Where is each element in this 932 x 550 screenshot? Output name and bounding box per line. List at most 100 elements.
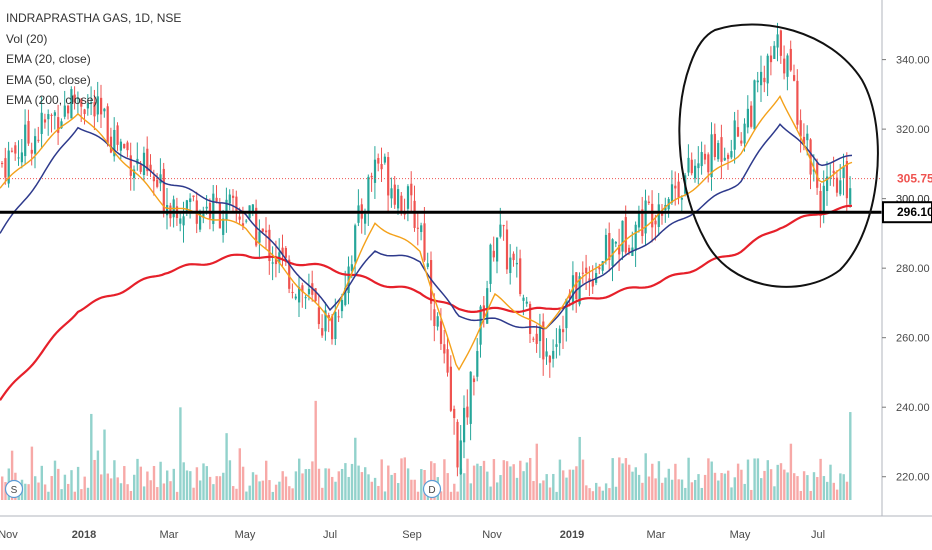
candle-body xyxy=(90,102,93,104)
candle-body xyxy=(24,124,27,157)
volume-bar xyxy=(489,486,492,500)
candle-body xyxy=(218,202,221,229)
candle-body xyxy=(769,55,773,63)
x-tick-label: 2019 xyxy=(560,529,584,541)
volume-bar xyxy=(443,459,446,500)
volume-bar xyxy=(67,483,70,500)
candle-body xyxy=(832,170,835,174)
volume-bar xyxy=(136,458,139,500)
volume-bar xyxy=(321,487,324,500)
volume-bar xyxy=(684,487,687,500)
x-tick-label: Mar xyxy=(647,529,666,541)
candle-body xyxy=(410,183,413,196)
volume-bar xyxy=(195,467,199,500)
volume-bar xyxy=(47,491,50,500)
candle-body xyxy=(367,176,370,212)
candle-body xyxy=(545,351,548,357)
volume-bar xyxy=(123,466,126,500)
candle-body xyxy=(390,188,393,199)
candle-body xyxy=(304,297,307,299)
volume-bar xyxy=(96,450,100,500)
candle-body xyxy=(806,133,809,141)
candle-body xyxy=(27,121,30,144)
volume-bar xyxy=(106,473,109,500)
y-tick-label: 220.00 xyxy=(896,472,930,484)
candle-body xyxy=(756,80,759,83)
volume-bar xyxy=(624,458,628,500)
candle-body xyxy=(604,234,608,261)
candle-body xyxy=(17,157,20,159)
support-badge-frame xyxy=(882,201,932,224)
candle-body xyxy=(53,112,56,116)
annotation-ellipse xyxy=(678,23,879,288)
candle-body xyxy=(647,201,650,203)
candle-body xyxy=(763,77,766,83)
candle-body xyxy=(677,181,680,198)
volume-bar xyxy=(248,485,251,500)
candle-body xyxy=(651,203,654,228)
volume-bar xyxy=(301,473,304,500)
x-tick-label: 2018 xyxy=(72,529,96,541)
candle-body xyxy=(222,218,225,235)
candle-body xyxy=(393,184,396,205)
volume-bar xyxy=(690,482,694,500)
volume-bar xyxy=(538,483,542,500)
candle-body xyxy=(7,150,10,184)
volume-bar xyxy=(654,478,657,500)
volume-bar xyxy=(667,468,670,500)
y-tick-label: 260.00 xyxy=(896,333,930,345)
volume-bar xyxy=(634,467,637,500)
volume-bar xyxy=(799,490,802,500)
candle-body xyxy=(350,264,353,271)
volume-bar xyxy=(162,483,166,500)
volume-bar xyxy=(723,473,727,500)
candle-body xyxy=(720,137,723,162)
volume-bar xyxy=(93,459,96,500)
candle-body xyxy=(826,176,829,192)
x-tick-label: May xyxy=(235,529,256,541)
volume-bar xyxy=(756,458,760,500)
volume-bar xyxy=(766,460,769,500)
volume-bar xyxy=(545,474,548,500)
candle-body xyxy=(321,328,324,336)
candle-body xyxy=(519,258,522,295)
volume-bar xyxy=(30,446,34,500)
candle-body xyxy=(377,157,380,164)
volume-bar xyxy=(142,486,146,500)
candle-body xyxy=(162,168,165,214)
volume-bar xyxy=(486,471,489,500)
candle-body xyxy=(839,180,842,195)
volume-bar xyxy=(773,486,776,500)
volume-bar xyxy=(331,476,334,500)
candle-body xyxy=(525,301,528,304)
candle-body xyxy=(571,275,575,305)
volume-bar xyxy=(149,480,152,500)
volume-bar xyxy=(819,458,822,500)
volume-bar xyxy=(218,476,222,500)
volume-bar xyxy=(208,476,212,500)
volume-bar xyxy=(192,487,195,500)
candle-body xyxy=(149,164,152,172)
candle-body xyxy=(166,205,169,216)
candle-body xyxy=(723,157,726,161)
volume-bar xyxy=(641,482,644,500)
candle-body xyxy=(314,288,317,302)
candle-body xyxy=(288,259,291,289)
volume-bar xyxy=(796,476,799,500)
volume-bar xyxy=(37,482,40,500)
volume-bar xyxy=(472,465,476,500)
volume-bar xyxy=(835,489,839,500)
volume-bar xyxy=(387,465,390,500)
volume-bar xyxy=(83,476,86,500)
candle-body xyxy=(268,229,271,262)
volume-bar xyxy=(647,476,651,500)
candle-body xyxy=(238,216,241,220)
candle-body xyxy=(558,328,561,344)
candle-body xyxy=(697,163,700,169)
volume-bar xyxy=(717,480,720,500)
volume-bar xyxy=(228,460,232,500)
volume-bar xyxy=(261,480,265,500)
volume-bar xyxy=(657,461,661,500)
